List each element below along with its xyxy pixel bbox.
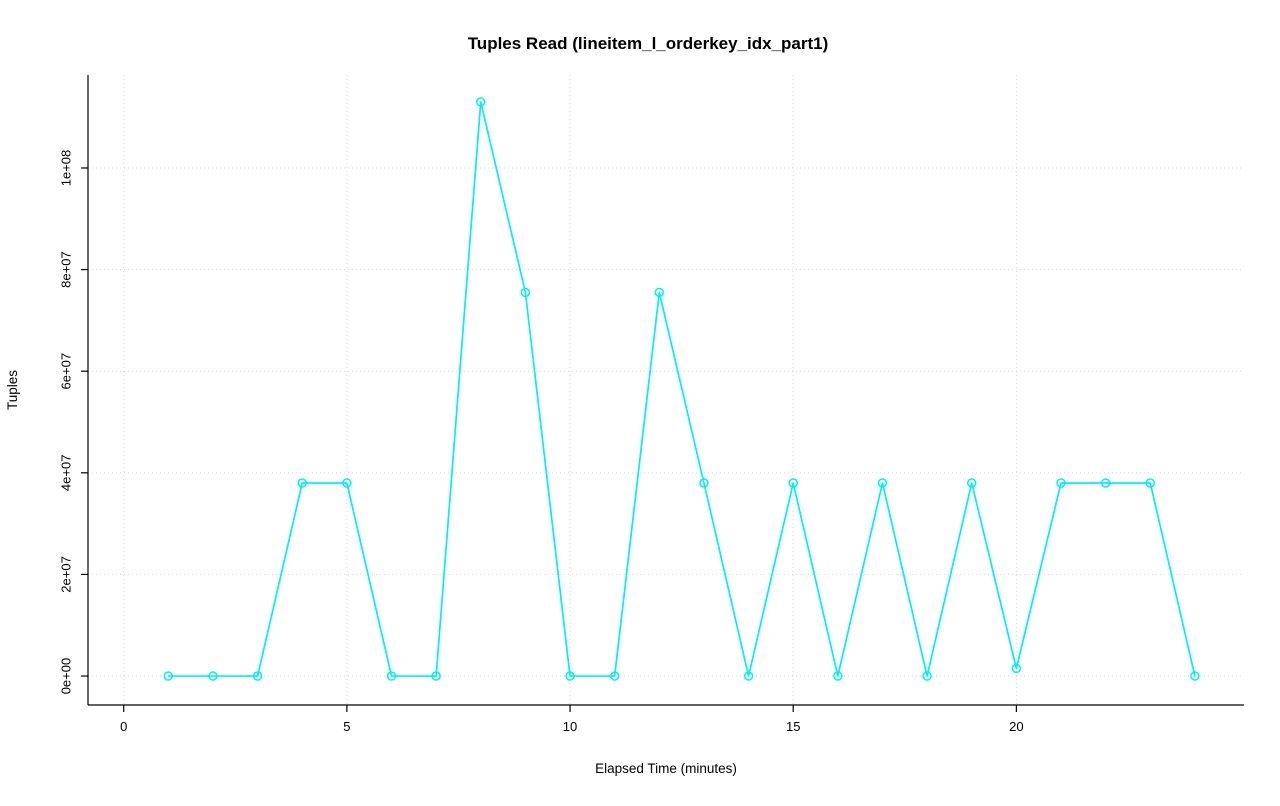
data-point bbox=[252, 671, 263, 681]
y-tick-label: 0e+00 bbox=[59, 658, 74, 695]
data-point bbox=[743, 671, 754, 681]
axes: 0 5 10 15 20 0e+00 2e+07 4e+07 6e+07 8e+07 1e+08 bbox=[59, 75, 1244, 734]
data-point bbox=[966, 478, 977, 488]
x-tick-label: 10 bbox=[563, 719, 577, 734]
y-tick-label: 4e+07 bbox=[59, 455, 74, 492]
series-tuples-read bbox=[163, 97, 1200, 681]
data-point bbox=[1190, 671, 1200, 681]
x-tick-label: 20 bbox=[1009, 719, 1023, 734]
chart-title: Tuples Read (lineitem_l_orderkey_idx_par… bbox=[468, 34, 829, 53]
data-point bbox=[520, 287, 531, 298]
data-point bbox=[1056, 478, 1066, 488]
data-point bbox=[1145, 478, 1156, 488]
data-point bbox=[1011, 663, 1022, 674]
data-point bbox=[699, 478, 709, 488]
x-tick-label: 5 bbox=[343, 719, 350, 734]
y-tick-label: 2e+07 bbox=[59, 556, 74, 593]
gridlines bbox=[88, 75, 1244, 705]
data-point bbox=[1100, 478, 1111, 488]
data-point bbox=[922, 671, 932, 681]
y-tick-label: 8e+07 bbox=[59, 251, 74, 288]
data-point bbox=[609, 671, 620, 681]
data-point bbox=[431, 671, 441, 681]
data-point bbox=[476, 97, 486, 107]
data-point bbox=[342, 478, 352, 488]
data-point bbox=[877, 478, 888, 488]
y-tick-label: 1e+08 bbox=[59, 150, 74, 187]
x-axis-title: Elapsed Time (minutes) bbox=[595, 761, 737, 776]
data-point bbox=[788, 478, 798, 488]
y-tick-label: 6e+07 bbox=[59, 353, 74, 390]
data-point bbox=[565, 671, 575, 681]
data-point bbox=[163, 671, 174, 681]
series-line bbox=[167, 101, 1196, 677]
data-point bbox=[297, 478, 307, 488]
data-point bbox=[833, 671, 843, 681]
x-tick-label: 0 bbox=[120, 719, 127, 734]
data-point bbox=[386, 671, 397, 681]
y-axis-title: Tuples bbox=[5, 370, 20, 410]
data-point bbox=[654, 287, 665, 298]
data-point bbox=[208, 671, 218, 681]
x-tick-label: 15 bbox=[786, 719, 800, 734]
